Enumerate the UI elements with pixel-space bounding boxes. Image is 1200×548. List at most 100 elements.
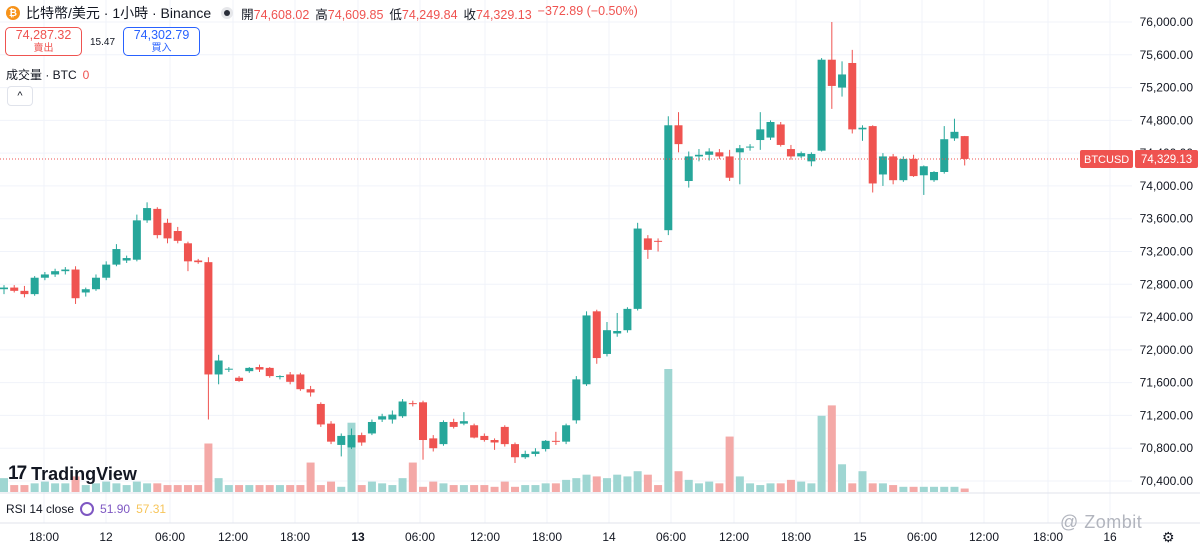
candle-body — [909, 158, 918, 177]
volume-bar — [439, 483, 448, 492]
buy-button[interactable]: 74,302.79 買入 — [123, 27, 200, 56]
candle-body — [643, 238, 652, 250]
high-label: 高 — [315, 7, 328, 22]
candle-body — [214, 360, 223, 375]
candle — [838, 61, 847, 97]
candle — [500, 425, 509, 447]
candle — [797, 151, 806, 159]
price-axis[interactable]: 76,000.0075,600.0075,200.0074,800.0074,4… — [1140, 15, 1194, 488]
candle — [858, 125, 867, 141]
price-tag-symbol: BTCUSD — [1084, 154, 1129, 166]
market-status-icon[interactable] — [221, 7, 234, 19]
candle — [265, 367, 274, 378]
candle-body — [143, 208, 152, 221]
candle-body — [756, 129, 765, 141]
candle-body — [541, 440, 550, 450]
candle-body — [51, 271, 60, 275]
candle — [398, 399, 407, 418]
candle — [357, 432, 366, 446]
volume-bar — [827, 405, 836, 492]
volume-bar — [245, 485, 254, 492]
bitcoin-icon: ₿ — [6, 6, 20, 20]
low-value: 74,249.84 — [401, 7, 458, 22]
volume-bar — [143, 483, 152, 492]
volume-bar — [889, 485, 898, 492]
candle-body — [735, 148, 744, 153]
candle-body — [511, 444, 519, 458]
candle-body — [940, 139, 949, 172]
candle — [316, 402, 325, 427]
candle — [766, 120, 775, 141]
rsi-label: RSI 14 close — [6, 502, 75, 516]
price-candles — [0, 22, 969, 463]
x-tick-label: 14 — [602, 530, 616, 544]
tradingview-logo[interactable]: 17 TradingView — [8, 463, 137, 485]
candle-body — [490, 440, 499, 443]
x-tick-label: 15 — [853, 530, 867, 544]
candle-body — [61, 269, 70, 272]
candle — [173, 226, 182, 244]
x-tick-label: 06:00 — [405, 530, 435, 544]
y-tick-label: 75,200.00 — [1140, 81, 1194, 95]
x-tick-label: 12:00 — [218, 530, 248, 544]
open-value: 74,608.02 — [253, 7, 310, 22]
volume-bar — [224, 485, 233, 492]
y-tick-label: 72,800.00 — [1140, 277, 1194, 291]
candle — [112, 244, 121, 267]
candle — [776, 121, 785, 147]
sell-price: 74,287.32 — [15, 28, 72, 43]
volume-bar — [419, 486, 428, 492]
candle — [746, 144, 755, 151]
gear-icon[interactable]: ⚙ — [1162, 529, 1175, 545]
candle-body — [930, 171, 939, 181]
volume-bar — [306, 462, 315, 492]
candle-body — [531, 451, 540, 454]
candle — [10, 285, 19, 293]
symbol-title[interactable]: 比特幣/美元 · 1小時 · Binance — [26, 5, 212, 21]
y-tick-label: 73,600.00 — [1140, 212, 1194, 226]
ohlc-values: 開74,608.02 高74,609.85 低74,249.84 收74,329… — [241, 4, 638, 23]
candle — [30, 276, 39, 296]
buy-price: 74,302.79 — [133, 28, 190, 43]
volume-bar — [20, 485, 29, 492]
volume-bar — [235, 485, 244, 492]
volume-bar — [316, 485, 325, 492]
collapse-legend-button[interactable]: ^ — [7, 86, 33, 106]
sell-button[interactable]: 74,287.32 賣出 — [5, 27, 82, 56]
candle — [143, 202, 152, 223]
candle-body — [817, 59, 826, 151]
candle-body — [470, 425, 479, 438]
volume-legend-label: 成交量 · BTC — [6, 68, 77, 82]
candle — [551, 431, 560, 445]
candle — [756, 112, 765, 150]
candle — [654, 238, 663, 252]
candle — [378, 413, 387, 422]
time-axis[interactable]: 18:00 12 06:00 12:00 18:00 13 06:00 12:00 18:00 1… — [29, 530, 1117, 544]
rsi-legend[interactable]: RSI 14 close 51.90 57.31 — [6, 502, 166, 516]
volume-bar — [459, 485, 468, 492]
volume-legend[interactable]: 成交量 · BTC 0 — [6, 66, 89, 83]
candle-body — [797, 153, 806, 157]
candle — [153, 207, 162, 239]
candle-body — [347, 435, 356, 448]
candle-body — [705, 151, 714, 155]
candle-body — [725, 156, 734, 178]
volume-bar — [173, 485, 182, 492]
x-tick-label: 06:00 — [907, 530, 937, 544]
candle-body — [480, 435, 489, 441]
volume-bar — [51, 483, 60, 492]
x-tick-label: 12:00 — [719, 530, 749, 544]
candle-body — [459, 421, 468, 424]
candle — [102, 261, 111, 281]
buy-label: 買入 — [151, 42, 172, 54]
volume-bar — [91, 483, 100, 492]
rsi-value: 51.90 — [100, 502, 131, 516]
candle-body — [551, 440, 560, 442]
y-tick-label: 74,800.00 — [1140, 113, 1194, 127]
volume-bar — [817, 415, 826, 492]
candle — [909, 154, 918, 177]
x-tick-label: 06:00 — [155, 530, 185, 544]
volume-bar — [562, 479, 571, 492]
candle — [735, 144, 744, 185]
